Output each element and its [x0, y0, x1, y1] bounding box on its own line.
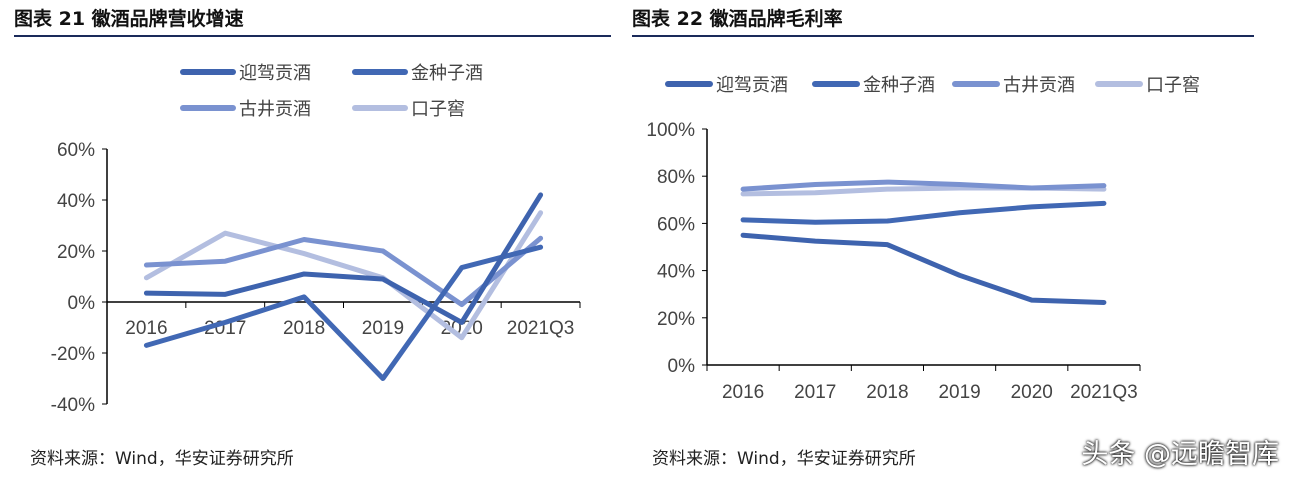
right-chart-title: 图表 22 徽酒品牌毛利率: [632, 8, 843, 30]
legend-label: 迎驾贡酒: [239, 63, 311, 84]
legend-label: 古井贡酒: [239, 99, 311, 120]
y-tick-label: 60%: [57, 140, 95, 161]
x-tick-label: 2018: [283, 318, 325, 339]
y-tick-label: 20%: [57, 242, 95, 263]
left-source: 资料来源：Wind，华安证券研究所: [30, 449, 294, 469]
legend-label: 迎驾贡酒: [716, 75, 788, 96]
y-tick-label: 60%: [657, 214, 695, 235]
y-tick-label: 100%: [646, 120, 695, 141]
series-line-1: [740, 200, 1107, 225]
x-tick-label: 2019: [938, 382, 980, 403]
x-tick-label: 2016: [125, 318, 167, 339]
y-tick-label: 80%: [657, 167, 695, 188]
y-tick-label: 0%: [68, 293, 96, 314]
series-line-2: [143, 235, 544, 308]
series-line-1: [143, 244, 544, 381]
y-tick-label: 40%: [57, 191, 95, 212]
y-tick-label: -40%: [51, 395, 95, 416]
series-line-0: [143, 192, 544, 325]
legend-label: 金种子酒: [411, 63, 483, 84]
x-tick-label: 2016: [722, 382, 764, 403]
watermark: 头条 @远瞻智库: [1081, 439, 1279, 470]
x-tick-label: 2017: [794, 382, 836, 403]
y-tick-label: -20%: [51, 344, 95, 365]
legend-label: 口子窖: [1146, 75, 1200, 96]
y-tick-label: 0%: [668, 356, 696, 377]
y-tick-label: 40%: [657, 262, 695, 283]
y-tick-label: 20%: [657, 309, 695, 330]
right-source: 资料来源：Wind，华安证券研究所: [652, 449, 916, 469]
legend-label: 古井贡酒: [1003, 75, 1075, 96]
x-tick-label: 2020: [1011, 382, 1053, 403]
x-tick-label: 2021Q3: [507, 318, 575, 339]
legend-label: 口子窖: [411, 99, 465, 120]
series-line-2: [740, 179, 1107, 192]
x-tick-label: 2019: [362, 318, 404, 339]
left-chart-title: 图表 21 徽酒品牌营收增速: [14, 8, 244, 30]
right-title-rule: [632, 35, 1254, 37]
x-tick-label: 2021Q3: [1070, 382, 1138, 403]
left-title-rule: [14, 35, 611, 37]
x-tick-label: 2018: [866, 382, 908, 403]
series-line-3: [143, 210, 544, 341]
series-line-0: [740, 232, 1107, 305]
legend-label: 金种子酒: [863, 75, 935, 96]
